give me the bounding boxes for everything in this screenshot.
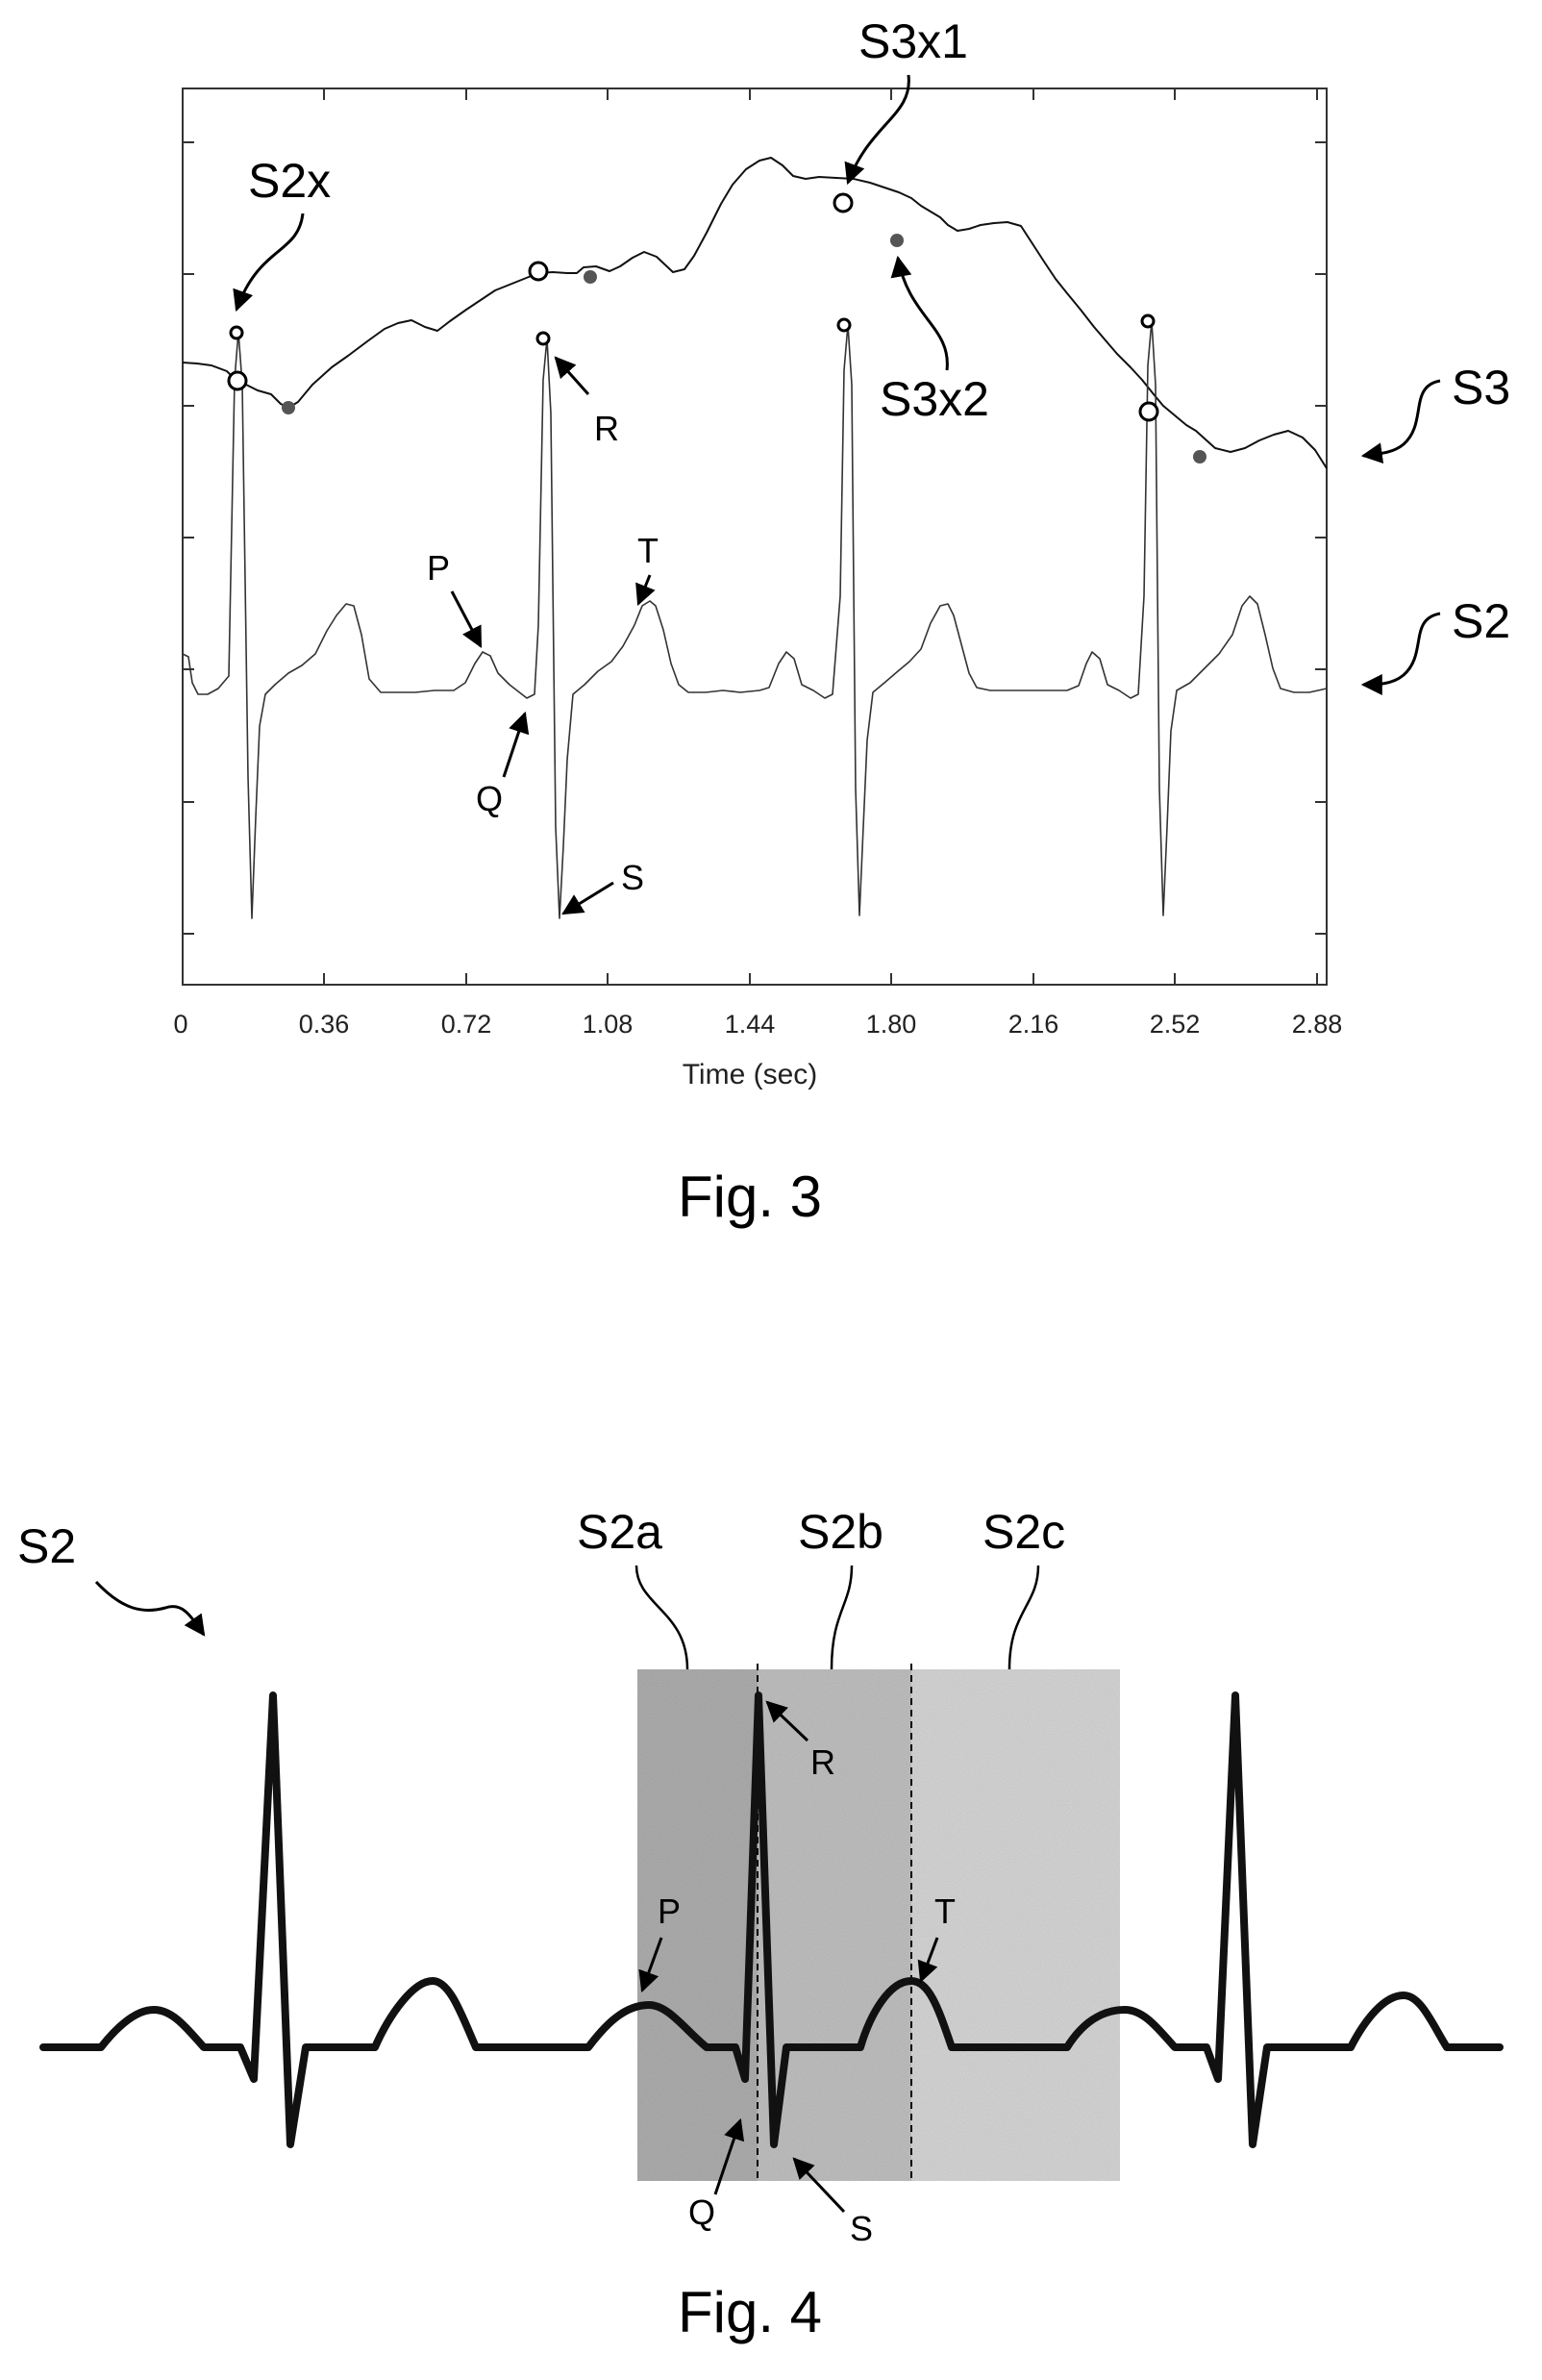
r-marker [535, 331, 551, 346]
s3x2-arrow [890, 255, 949, 371]
r-arrow [765, 1700, 809, 1742]
s3x1-label: S3x1 [858, 14, 968, 68]
s2-signal-label: S2 [17, 1519, 76, 1573]
x-tick-label: 1.44 [725, 1010, 776, 1039]
s3x1-marker [833, 192, 854, 213]
s3x2-marker [890, 234, 904, 247]
x-tick-label: 0.72 [441, 1010, 492, 1039]
ecg-trace [39, 1691, 1504, 2148]
q-arrow [713, 2117, 745, 2195]
segment-leader-s2b [830, 1565, 854, 1670]
r-label: R [594, 409, 619, 448]
s2-signal-arrow [94, 1580, 206, 1637]
p-arrow [450, 590, 483, 648]
x-axis-ticks [182, 88, 1318, 985]
r-label: R [810, 1742, 835, 1782]
y-axis-ticks [183, 141, 1327, 935]
figure-3: 0 0.36 0.72 1.08 1.44 1.80 2.16 2.52 2.8… [173, 14, 1510, 1229]
p-label: P [427, 548, 450, 588]
s3-signal-label: S3 [1452, 361, 1510, 414]
x-tick-label: 2.16 [1008, 1010, 1059, 1039]
fig4-caption: Fig. 4 [678, 2280, 822, 2344]
segment-label-s2b: S2b [798, 1505, 883, 1559]
x-tick-label: 1.08 [583, 1010, 634, 1039]
s2x-marker [229, 325, 244, 340]
q-label: Q [688, 2192, 715, 2232]
r-marker [1140, 313, 1156, 329]
t-label: T [934, 1891, 956, 1931]
s3-trace [182, 157, 1328, 469]
s3x1-arrow [844, 74, 910, 186]
segment-label-s2a: S2a [577, 1505, 662, 1559]
x-tick-label: 2.52 [1150, 1010, 1201, 1039]
segment-leader-s2c [1007, 1565, 1040, 1670]
s3-filled-marker [282, 401, 295, 414]
t-arrow [917, 1937, 939, 1984]
q-label: Q [476, 779, 503, 818]
p-arrow [638, 1937, 663, 1993]
s3-open-marker [227, 370, 248, 391]
t-arrow [635, 574, 656, 607]
x-axis-title: Time (sec) [683, 1059, 818, 1090]
x-tick-labels: 0 0.36 0.72 1.08 1.44 1.80 2.16 2.52 2.8… [173, 1010, 1342, 1039]
fig3-caption: Fig. 3 [678, 1165, 822, 1229]
s2-signal-arrow [1360, 612, 1441, 695]
s-arrow [561, 881, 614, 915]
r-arrow [554, 356, 590, 396]
s2x-label: S2x [248, 154, 331, 208]
s3-open-marker [1138, 401, 1159, 422]
s2-trace [182, 320, 1328, 919]
s-label: S [621, 858, 644, 897]
s2x-arrow [233, 213, 305, 313]
figure-4: S2a S2b S2c S2 R P T Q S Fig. 4 [17, 1505, 1504, 2344]
s3x2-label: S3x2 [880, 372, 989, 426]
x-tick-label: 1.80 [866, 1010, 917, 1039]
t-label: T [637, 531, 659, 570]
p-label: P [658, 1891, 681, 1931]
x-tick-label: 0 [173, 1010, 187, 1039]
s3-signal-arrow [1360, 379, 1441, 464]
s3-open-marker [528, 261, 549, 282]
s3-filled-marker [584, 270, 597, 284]
r-marker [836, 317, 852, 333]
s-label: S [850, 2209, 873, 2248]
segment-label-s2c: S2c [982, 1505, 1065, 1559]
plot-frame [182, 88, 1328, 986]
x-tick-label: 2.88 [1292, 1010, 1343, 1039]
s-arrow [792, 2157, 846, 2214]
fiducial-markers [227, 192, 1206, 463]
segment-leader-s2a [634, 1565, 689, 1670]
s3-filled-marker [1193, 450, 1206, 463]
s2-signal-label: S2 [1452, 594, 1510, 648]
segment-grain [637, 1669, 1120, 2181]
x-tick-label: 0.36 [299, 1010, 350, 1039]
q-arrow [502, 711, 530, 778]
